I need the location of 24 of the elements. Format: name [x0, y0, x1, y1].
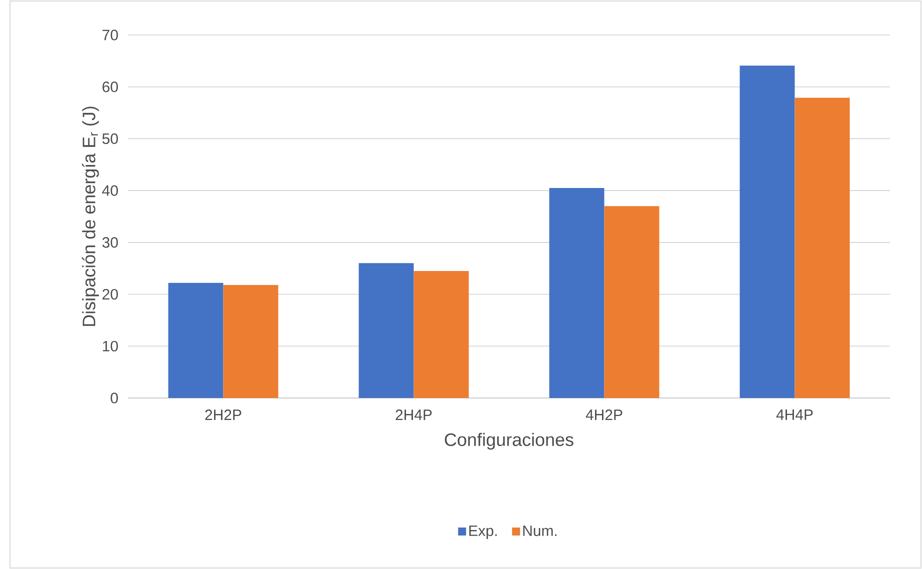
bar [223, 284, 278, 398]
y-axis-title: Disipación de energía E$_{r}$ (J) [82, 106, 99, 326]
y-tick-label: 30 [102, 237, 118, 248]
x-tick-label: 2H4P [396, 410, 432, 420]
y-tick-label: 20 [102, 288, 118, 300]
y-tick-label: 60 [102, 82, 118, 92]
legend-label: Exp. [469, 526, 497, 540]
x-tick-label: 4H4P [776, 410, 813, 420]
y-tick-label: 50 [102, 133, 118, 144]
bar [794, 98, 850, 398]
x-axis-title: Configuraciones [444, 432, 574, 450]
bar [414, 270, 469, 398]
bar [604, 206, 660, 398]
y-tick-label: 70 [102, 30, 118, 40]
bar [358, 263, 414, 398]
legend-label: Num. [523, 526, 557, 536]
bar [740, 66, 795, 398]
y-tick-label: 40 [102, 185, 118, 196]
x-tick-label: 4H2P [586, 410, 622, 420]
y-tick-label: 10 [102, 340, 118, 352]
x-tick-label: 2H2P [205, 410, 242, 420]
bar [549, 188, 604, 398]
y-tick-label: 0 [110, 392, 118, 404]
bar [168, 282, 224, 398]
